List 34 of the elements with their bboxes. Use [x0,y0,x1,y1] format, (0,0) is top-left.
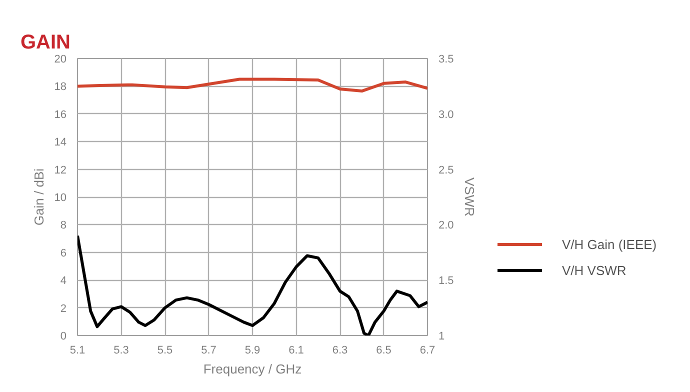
y2-tick-label: 2.5 [438,164,454,176]
y-tick-label: 12 [54,164,67,176]
x-tick-label: 6.1 [288,344,304,356]
x-tick-label: 5.3 [114,344,129,356]
y-tick-label: 18 [54,81,67,94]
x-tick-label: 5.5 [157,344,173,356]
x-tick-label: 6.5 [376,344,392,356]
y2-tick-label: 3.5 [438,54,454,66]
x-tick-label: 5.7 [201,344,216,356]
x-axis-title: Frequency / GHz [203,362,302,376]
y2-tick-label: 2.0 [438,220,454,232]
y-tick-label: 4 [60,275,67,288]
y-tick-label: 20 [54,54,67,66]
y2-axis-title: VSWR [462,178,477,216]
line-series [78,78,428,93]
legend-label: V/H VSWR [562,262,626,278]
line-series [78,234,428,336]
y-tick-label: 2 [60,302,67,315]
y-tick-label: 0 [60,330,67,342]
x-tick-label: 6.3 [332,344,348,356]
legend-label: V/H Gain (IEEE) [562,236,657,252]
y-tick-label: 16 [54,108,67,121]
y-tick-label: 14 [54,136,67,149]
y-tick-label: 10 [54,192,67,204]
x-tick-label: 5.1 [70,344,86,356]
y-tick-label: 8 [60,220,67,232]
y2-tick-label: 1.5 [438,275,454,288]
x-tick-label: 6.7 [420,344,436,356]
y2-tick-label: 1 [438,330,445,342]
y2-tick-label: 3.0 [438,108,454,121]
y-axis-title: Gain / dBi [31,168,46,226]
chart-title: GAIN [20,32,70,54]
x-tick-label: 5.9 [244,344,260,356]
y-tick-label: 6 [60,247,67,260]
